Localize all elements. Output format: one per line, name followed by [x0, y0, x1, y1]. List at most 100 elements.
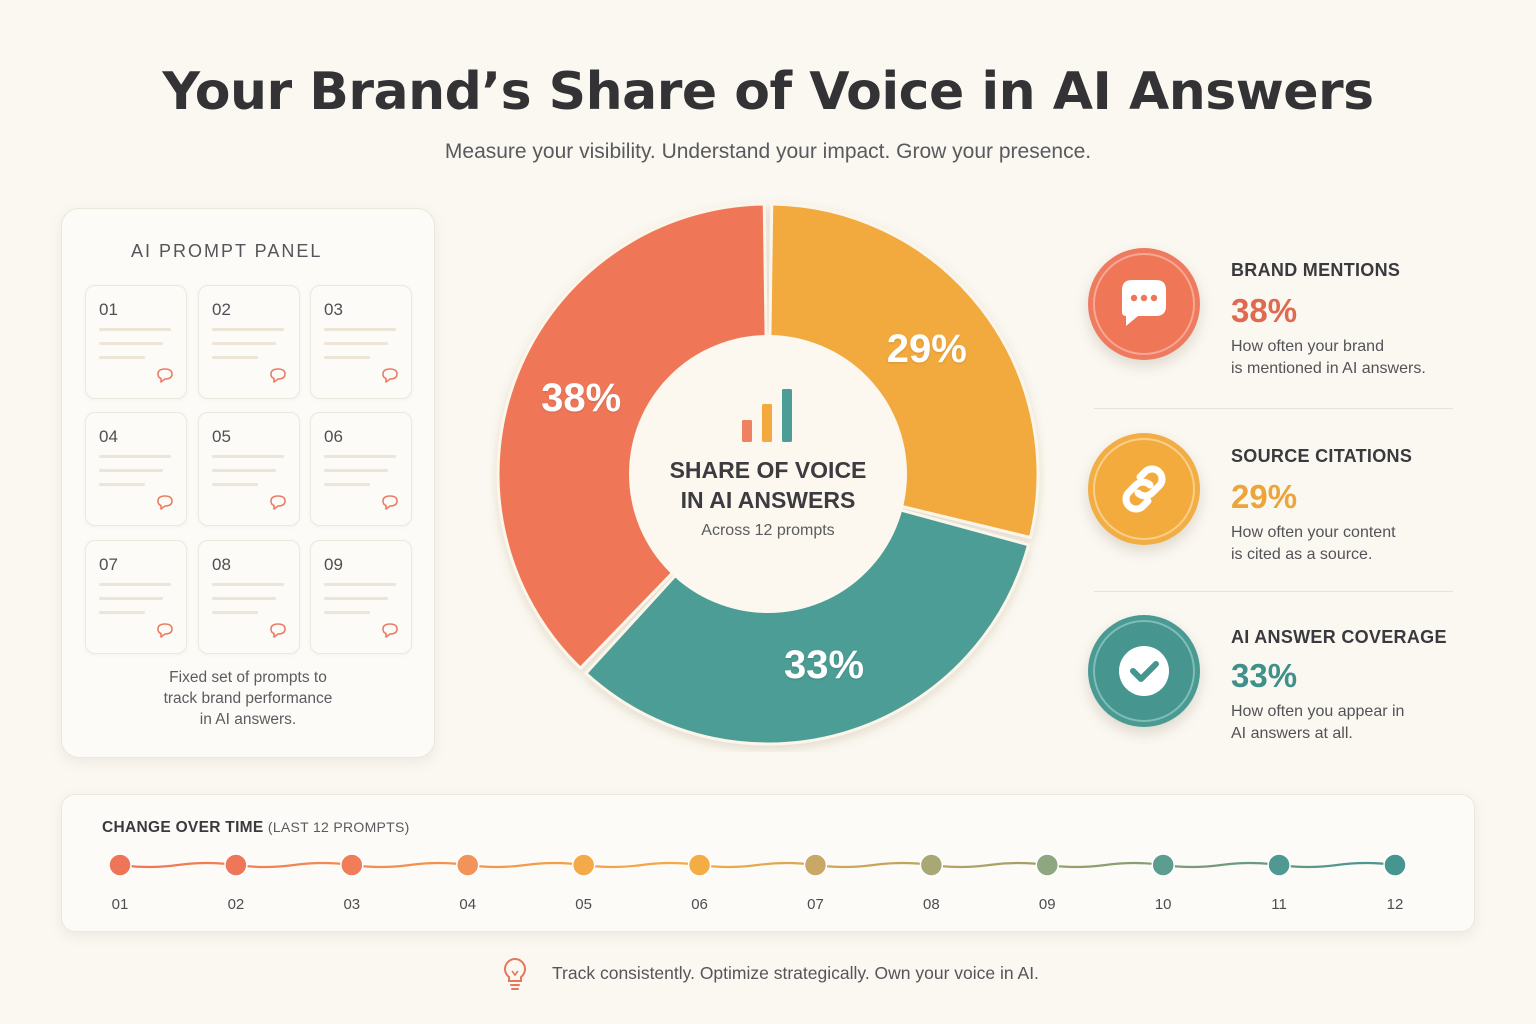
placeholder-line: [99, 583, 171, 586]
panel-footer-line: in AI answers.: [199, 711, 297, 728]
panel-footer: Fixed set of prompts to track brand perf…: [62, 667, 434, 730]
timeline-point[interactable]: [1383, 853, 1407, 877]
placeholder-line: [212, 483, 258, 486]
chat-bubble-icon: [157, 623, 173, 638]
placeholder-line: [212, 597, 276, 600]
placeholder-line: [212, 455, 284, 458]
chat-bubble-icon: [157, 368, 173, 383]
metric-description: How often your brand is mentioned in AI …: [1231, 336, 1426, 380]
chat-bubble-icon: [382, 495, 398, 510]
placeholder-line: [324, 583, 396, 586]
chat-bubble-icon: [270, 495, 286, 510]
timeline-label: 09: [1038, 896, 1056, 913]
placeholder-line: [324, 342, 388, 345]
change-over-time-panel: CHANGE OVER TIME (LAST 12 PROMPTS) 01 02 0…: [61, 794, 1475, 932]
timeline-label: 08: [923, 896, 940, 913]
timeline-point[interactable]: [1151, 853, 1175, 877]
link-icon: [1093, 438, 1195, 540]
metric-description-line: How often your brand: [1231, 338, 1384, 355]
prompt-card[interactable]: 06: [310, 412, 412, 526]
donut-segment-label: 29%: [886, 326, 967, 371]
prompt-card[interactable]: 05: [198, 412, 300, 526]
lightbulb-icon: [504, 957, 526, 990]
placeholder-line: [324, 328, 396, 331]
timeline-point[interactable]: [687, 853, 712, 877]
timeline-label: 05: [575, 896, 592, 913]
donut-segment-label: 33%: [784, 643, 865, 688]
timeline-label: 04: [459, 896, 477, 913]
timeline-label: 12: [1386, 896, 1404, 913]
placeholder-line: [324, 469, 388, 472]
donut-center-title-line2: IN AI ANSWERS: [680, 487, 856, 513]
timeline-label: 11: [1271, 896, 1287, 913]
metric-description-line: How often your content: [1231, 524, 1396, 541]
prompt-card-number: 06: [324, 427, 343, 446]
timeline-point[interactable]: [108, 853, 132, 877]
placeholder-line: [212, 583, 284, 586]
prompt-card[interactable]: 07: [85, 540, 187, 654]
source-citations-badge: [1088, 433, 1200, 545]
metric-description-line: is cited as a source.: [1231, 546, 1373, 563]
metric-title: SOURCE CITATIONS: [1231, 446, 1413, 466]
prompt-card[interactable]: 03: [310, 285, 412, 399]
timeline-label: 06: [691, 896, 708, 913]
metric-description-line: AI answers at all.: [1231, 725, 1353, 742]
prompt-card-number: 08: [212, 555, 231, 574]
metric-description: How often you appear in AI answers at al…: [1231, 701, 1404, 745]
panel-title: AI PROMPT PANEL: [131, 241, 323, 261]
prompt-card-number: 07: [99, 555, 118, 574]
timeline-point[interactable]: [340, 853, 364, 877]
placeholder-line: [324, 597, 388, 600]
placeholder-line: [212, 469, 276, 472]
timeline-label: 02: [227, 896, 245, 913]
placeholder-line: [99, 342, 163, 345]
chat-bubble-icon: [270, 623, 286, 638]
metric-description: How often your content is cited as a sou…: [1231, 522, 1396, 566]
timeline-label: 01: [111, 896, 129, 913]
placeholder-line: [99, 356, 145, 359]
prompt-card[interactable]: 01: [85, 285, 187, 399]
timeline-point[interactable]: [455, 853, 480, 877]
page-subtitle: Measure your visibility. Understand your…: [444, 140, 1092, 163]
panel-footer-line: track brand performance: [163, 690, 333, 707]
donut-center-title-line1: SHARE OF VOICE: [669, 457, 867, 483]
prompt-card-number: 04: [99, 427, 118, 446]
prompt-card[interactable]: 02: [198, 285, 300, 399]
panel-footer-line: Fixed set of prompts to: [169, 669, 327, 686]
prompt-card-number: 02: [212, 300, 231, 319]
donut-center: [629, 335, 907, 613]
placeholder-line: [324, 455, 396, 458]
timeline-point[interactable]: [919, 853, 944, 877]
timeline-label: 07: [807, 896, 824, 913]
share-of-voice-donut: [496, 202, 1040, 746]
timeline-point[interactable]: [803, 853, 828, 877]
placeholder-line: [212, 611, 258, 614]
timeline-point[interactable]: [571, 853, 596, 877]
placeholder-line: [324, 611, 370, 614]
timeline-point[interactable]: [224, 853, 248, 877]
timeline-point[interactable]: [1267, 853, 1291, 877]
placeholder-line: [324, 483, 370, 486]
metric-title: AI ANSWER COVERAGE: [1231, 627, 1447, 647]
prompt-card[interactable]: 04: [85, 412, 187, 526]
prompt-card[interactable]: 09: [310, 540, 412, 654]
page-title: Your Brand’s Share of Voice in AI Answer…: [162, 62, 1374, 122]
donut-segment-label: 38%: [541, 376, 622, 420]
timeline-track: [108, 853, 1407, 877]
metric-value: 33%: [1231, 657, 1298, 694]
prompt-card[interactable]: 08: [198, 540, 300, 654]
metric-divider: [1094, 591, 1453, 592]
brand-mentions-badge: [1088, 248, 1200, 360]
chat-bubble-icon: [157, 495, 173, 510]
metric-description-line: is mentioned in AI answers.: [1231, 360, 1426, 377]
timeline-title-main: CHANGE OVER TIME: [102, 819, 264, 836]
placeholder-line: [212, 356, 258, 359]
placeholder-line: [99, 328, 171, 331]
prompt-card-number: 03: [324, 300, 343, 319]
placeholder-line: [99, 611, 145, 614]
prompt-card-number: 05: [212, 427, 231, 446]
chat-bubble-icon: [382, 368, 398, 383]
timeline-point[interactable]: [1035, 853, 1060, 877]
metric-value: 38%: [1231, 292, 1298, 329]
placeholder-line: [212, 328, 284, 331]
